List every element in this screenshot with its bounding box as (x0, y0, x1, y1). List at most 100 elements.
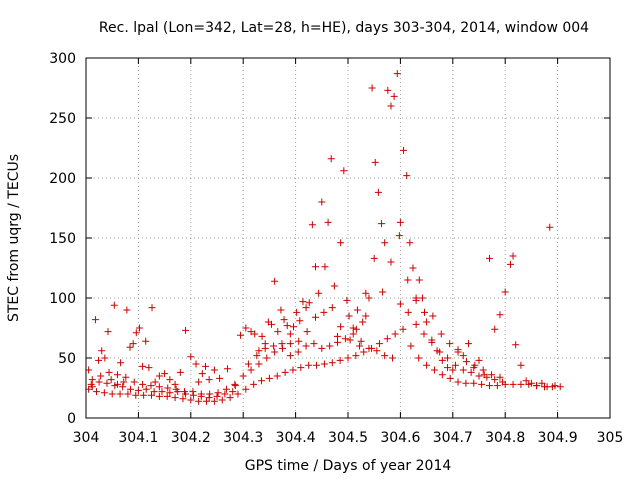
data-point (189, 391, 197, 399)
data-point (310, 340, 318, 348)
data-point (88, 376, 96, 384)
data-point (95, 378, 103, 386)
data-point (110, 301, 118, 309)
x-tick-label: 304 (73, 430, 100, 446)
data-point (210, 397, 218, 405)
data-point (103, 379, 111, 387)
data-point (334, 338, 342, 346)
data-point (429, 312, 437, 320)
data-point (166, 389, 174, 397)
data-point (330, 282, 338, 290)
y-tick-labels: 0 50 100 150 200 250 300 (49, 51, 76, 427)
data-point (214, 389, 222, 397)
data-point (161, 370, 169, 378)
x-tick-label: 304.9 (538, 430, 578, 446)
data-point (108, 390, 116, 398)
data-point (98, 347, 106, 355)
data-point (237, 331, 245, 339)
data-point (122, 373, 130, 381)
x-axis-label: GPS time / Days of year 2014 (245, 458, 452, 474)
data-point (281, 368, 289, 376)
data-point (318, 344, 326, 352)
data-point (176, 368, 184, 376)
data-point (164, 384, 172, 392)
data-point (478, 380, 486, 388)
data-point (509, 380, 517, 388)
data-point (302, 304, 310, 312)
y-tick-label: 300 (49, 51, 76, 67)
data-point (365, 344, 373, 352)
data-point (393, 70, 401, 78)
data-point (462, 379, 470, 387)
data-point (387, 102, 395, 110)
data-point (340, 167, 348, 175)
data-point (290, 323, 298, 331)
data-point (273, 372, 281, 380)
data-point (337, 323, 345, 331)
data-points (85, 70, 564, 405)
data-point (404, 276, 412, 284)
data-point (396, 218, 404, 226)
data-point (91, 316, 99, 324)
data-point (303, 328, 311, 336)
data-point (499, 378, 507, 386)
data-point (171, 380, 179, 388)
data-point (105, 368, 113, 376)
data-point (374, 188, 382, 196)
data-point (395, 232, 403, 240)
x-tick-label: 304.4 (276, 430, 316, 446)
data-point (172, 385, 180, 393)
data-point (371, 158, 379, 166)
data-point (546, 223, 554, 231)
data-point (97, 372, 105, 380)
data-point (485, 254, 493, 262)
data-point (451, 361, 459, 369)
data-point (129, 340, 137, 348)
data-point (357, 337, 365, 345)
data-point (124, 390, 132, 398)
y-axis-label: STEC from uqrg / TECUs (6, 154, 22, 322)
data-point (517, 361, 525, 369)
data-point (356, 342, 364, 350)
data-point (403, 172, 411, 180)
data-point (95, 356, 103, 364)
data-point (263, 354, 271, 362)
data-point (139, 362, 147, 370)
data-point (437, 330, 445, 338)
data-point (283, 322, 291, 330)
data-point (328, 359, 336, 367)
data-point (234, 390, 242, 398)
data-point (548, 383, 556, 391)
data-point (522, 377, 530, 385)
data-point (155, 392, 163, 400)
data-point (352, 352, 360, 360)
x-tick-label: 304.8 (485, 430, 525, 446)
data-point (92, 388, 100, 396)
data-point (120, 378, 128, 386)
data-point (280, 316, 288, 324)
data-point (289, 366, 297, 374)
y-tick-label: 100 (49, 291, 76, 307)
data-point (541, 383, 548, 391)
data-point (286, 352, 294, 360)
data-point (467, 368, 475, 376)
chart-title: Rec. lpal (Lon=342, Lat=28, h=HE), days … (99, 20, 589, 36)
data-point (308, 221, 316, 229)
data-point (345, 312, 353, 320)
x-tick-label: 304.1 (118, 430, 158, 446)
data-point (421, 308, 429, 316)
data-point (337, 239, 345, 247)
data-point (279, 344, 286, 352)
data-point (326, 342, 334, 350)
x-tick-label: 304.7 (433, 430, 473, 446)
data-point (444, 354, 452, 362)
data-point (438, 356, 446, 364)
x-tick-labels: 304 304.1 304.2 304.3 304.4 304.5 304.6 304.7 30… (73, 430, 624, 446)
data-point (428, 336, 436, 344)
data-point (462, 358, 470, 366)
data-point (320, 308, 328, 316)
data-point (171, 394, 179, 402)
data-point (126, 343, 134, 351)
data-point (198, 370, 206, 378)
data-point (113, 371, 121, 379)
